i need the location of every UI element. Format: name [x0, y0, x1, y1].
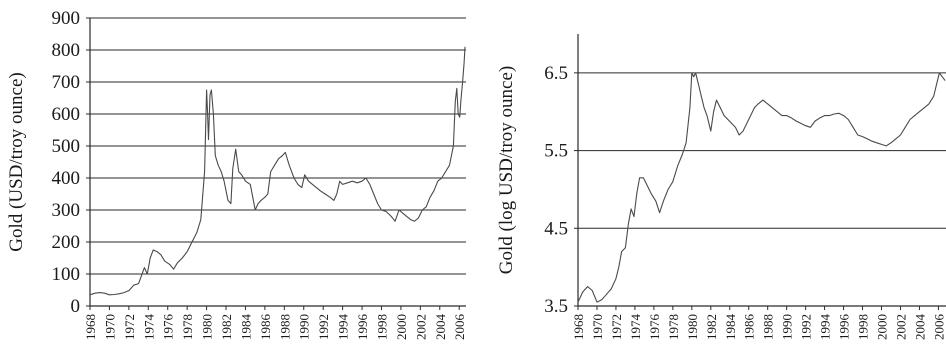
- x-tick-label: 2000: [394, 314, 409, 340]
- x-tick-label: 2006: [931, 314, 946, 341]
- y-tick-label: 3.5: [544, 296, 568, 317]
- y-tick-label: 400: [52, 168, 81, 189]
- series-line: [577, 72, 946, 303]
- x-tick-label: 1990: [780, 314, 795, 340]
- y-tick-label: 4.5: [544, 218, 568, 239]
- x-tick-label: 1994: [818, 314, 833, 341]
- x-tick-label: 1984: [238, 314, 253, 341]
- x-tick-label: 1986: [742, 314, 757, 341]
- x-tick-label: 1992: [799, 314, 814, 340]
- x-tick-label: 2006: [452, 314, 467, 341]
- y-tick-label: 500: [52, 136, 81, 157]
- x-tick-label: 1980: [200, 314, 215, 340]
- x-tick-label: 1996: [837, 314, 852, 341]
- x-tick-label: 1992: [316, 314, 331, 340]
- y-tick-label: 6.5: [544, 63, 568, 84]
- y-tick-label: 0: [71, 296, 81, 317]
- x-tick-label: 1968: [571, 314, 586, 340]
- x-tick-label: 1988: [761, 314, 776, 340]
- x-tick-label: 1970: [590, 314, 605, 340]
- y-axis-label: Gold (USD/troy ounce): [6, 72, 27, 251]
- chart-gold-usd: 0 100 200 300 400 500 600 700 800 900 1968 1970 1972…: [6, 8, 467, 340]
- y-tick-label: 700: [52, 72, 81, 93]
- x-tick-label: 1974: [141, 314, 156, 341]
- x-tick-label: 1998: [856, 314, 871, 340]
- x-tick-label: 1972: [609, 314, 624, 340]
- x-tick-label: 1984: [723, 314, 738, 341]
- x-tick-label: 1998: [374, 314, 389, 340]
- x-tick-label: 1980: [685, 314, 700, 340]
- x-tick-label: 1986: [258, 314, 273, 341]
- x-tick-label: 1990: [297, 314, 312, 340]
- y-tick-label: 900: [52, 8, 81, 29]
- x-tick-label: 1972: [122, 314, 137, 340]
- y-axis-label: Gold (log USD/troy ounce): [496, 66, 517, 274]
- x-tick-label: 1976: [647, 314, 662, 341]
- x-tick-label: 1978: [666, 314, 681, 340]
- x-tick-label: 2002: [413, 314, 428, 340]
- x-tick-label: 2004: [433, 314, 448, 341]
- x-tick-label: 2002: [893, 314, 908, 340]
- x-tick-label: 1982: [219, 314, 234, 340]
- y-tick-label: 600: [52, 104, 81, 125]
- x-tick-label: 1968: [83, 314, 98, 340]
- y-tick-label: 800: [52, 40, 81, 61]
- x-tick-label: 1988: [277, 314, 292, 340]
- x-tick-label: 2000: [875, 314, 890, 340]
- x-tick-label: 1994: [336, 314, 351, 341]
- x-tick-label: 1976: [161, 314, 176, 341]
- x-tick-label: 1996: [355, 314, 370, 341]
- chart-gold-log-usd: 3.5 4.5 5.5 6.5 1968 1970 1972 1974 1976 1978 1980…: [496, 34, 946, 340]
- x-tick-label: 1970: [102, 314, 117, 340]
- y-tick-label: 5.5: [544, 141, 568, 162]
- series-line: [89, 46, 466, 296]
- x-tick-label: 2004: [912, 314, 927, 341]
- x-tick-label: 1978: [180, 314, 195, 340]
- y-tick-label: 300: [52, 200, 81, 221]
- y-tick-label: 200: [52, 232, 81, 253]
- x-tick-label: 1982: [704, 314, 719, 340]
- x-tick-label: 1974: [628, 314, 643, 341]
- y-tick-label: 100: [52, 264, 81, 285]
